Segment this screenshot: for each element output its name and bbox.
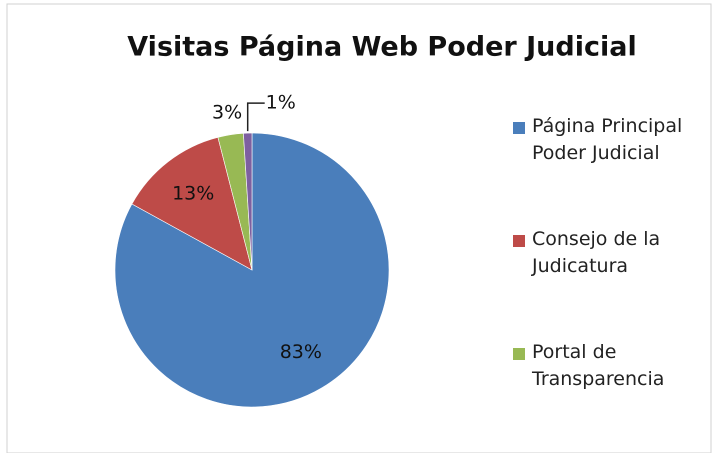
legend-swatch — [513, 122, 525, 134]
chart-title: Visitas Página Web Poder Judicial — [127, 32, 636, 63]
pie-slice — [114, 132, 390, 408]
pie-slice — [243, 132, 253, 271]
legend-label: Página Principal Poder Judicial — [532, 115, 683, 164]
legend-swatch — [513, 348, 525, 360]
pie-slice — [131, 136, 253, 271]
legend-swatch — [513, 235, 525, 247]
legend-label: Consejo de la Judicatura — [532, 228, 661, 277]
leader-line — [246, 102, 265, 132]
data-label: 13% — [172, 183, 214, 205]
data-label: 1% — [266, 92, 296, 114]
legend-label: Portal de Transparencia — [532, 341, 665, 390]
data-label: 3% — [212, 102, 242, 124]
data-label: 83% — [280, 341, 322, 363]
